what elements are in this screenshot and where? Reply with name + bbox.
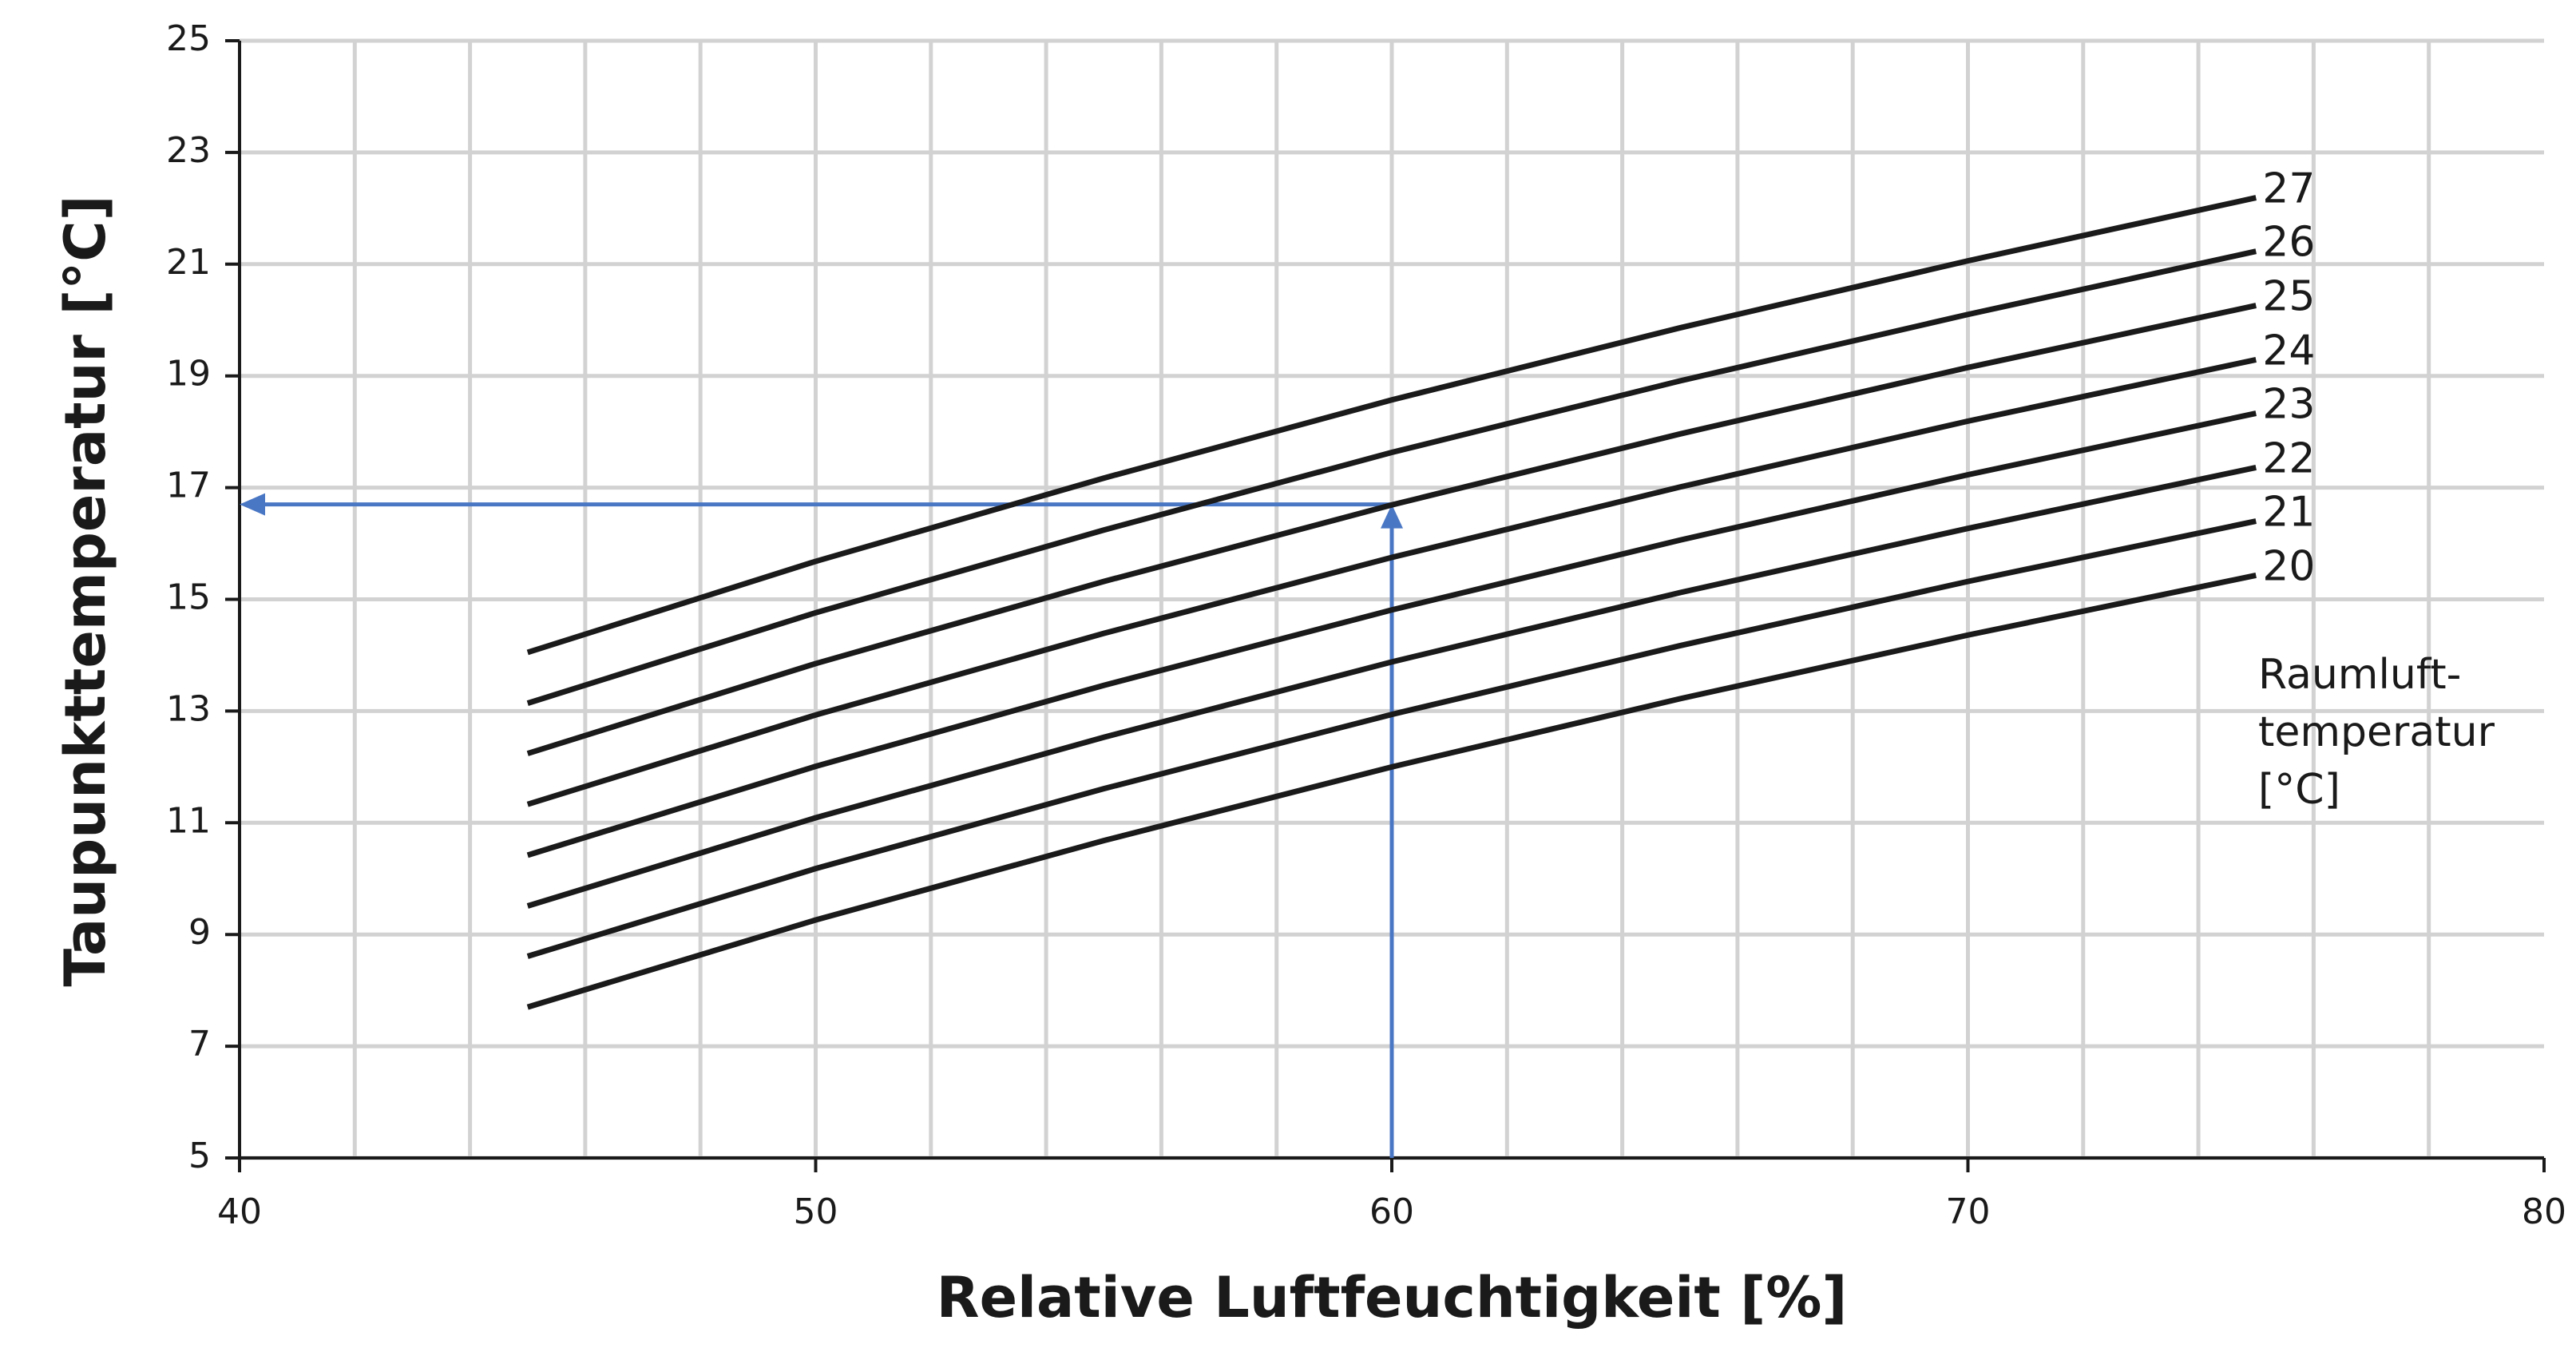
- x-axis-title: Relative Luftfeuchtigkeit [%]: [937, 1265, 1848, 1330]
- y-tick-label: 23: [166, 130, 211, 171]
- series-label: 23: [2262, 381, 2315, 429]
- arrowhead: [240, 493, 265, 516]
- series-label: 21: [2262, 489, 2315, 537]
- x-tick-label: 70: [1946, 1191, 1991, 1232]
- y-tick-label: 17: [166, 466, 211, 506]
- y-tick-label: 7: [188, 1024, 211, 1065]
- series-line: [526, 518, 2257, 959]
- y-tick-label: 21: [166, 242, 211, 283]
- series-line: [526, 572, 2257, 1010]
- x-tick-label: 50: [794, 1191, 838, 1232]
- series-label: 24: [2262, 327, 2315, 375]
- x-tick-label: 40: [217, 1191, 262, 1232]
- series-line: [526, 303, 2257, 756]
- legend-title: [°C]: [2258, 766, 2340, 814]
- series-label: 22: [2262, 434, 2315, 482]
- series-line: [526, 248, 2257, 706]
- x-tick-label: 80: [2522, 1191, 2566, 1232]
- y-tick-label: 25: [166, 18, 211, 59]
- y-tick-label: 19: [166, 354, 211, 394]
- series-label: 25: [2262, 273, 2315, 321]
- legend-title: Raumluft-: [2258, 651, 2461, 699]
- arrowhead: [1381, 504, 1403, 529]
- series-line: [526, 356, 2257, 807]
- legend-title: temperatur: [2258, 708, 2495, 756]
- series-label: 26: [2262, 219, 2315, 267]
- series-line: [526, 410, 2257, 858]
- y-tick-label: 15: [166, 577, 211, 618]
- x-tick-label: 60: [1369, 1191, 1414, 1232]
- series-line: [526, 195, 2257, 656]
- series-line: [526, 464, 2257, 909]
- series-label: 20: [2262, 542, 2315, 590]
- y-tick-label: 13: [166, 688, 211, 729]
- y-axis-title: Taupunkttemperatur [°C]: [53, 195, 118, 986]
- y-tick-label: 9: [188, 912, 211, 953]
- y-tick-label: 11: [166, 800, 211, 841]
- y-tick-label: 5: [188, 1136, 211, 1176]
- series-label: 27: [2262, 165, 2315, 213]
